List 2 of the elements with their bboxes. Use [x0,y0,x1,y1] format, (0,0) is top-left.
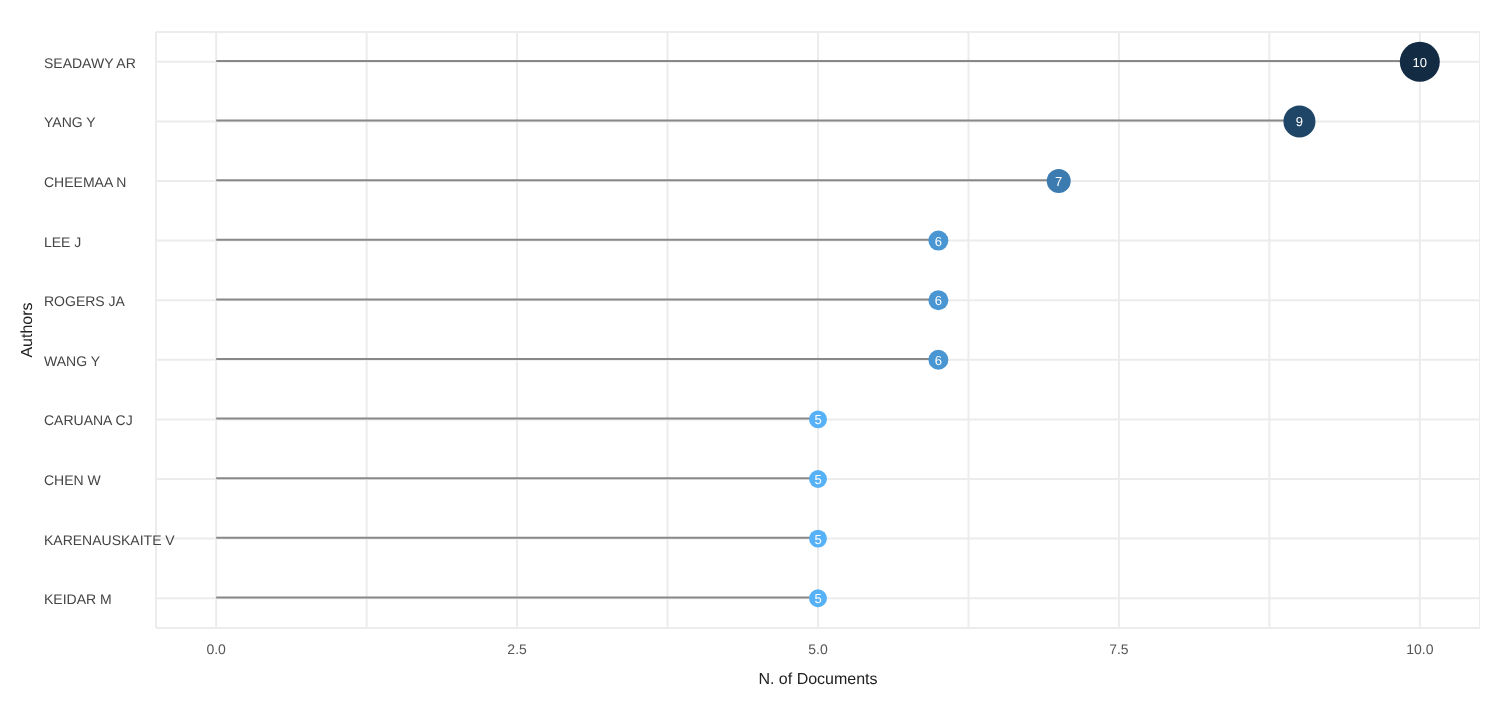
y-axis-title: Authors [18,302,36,358]
x-axis-title: N. of Documents [758,670,878,688]
